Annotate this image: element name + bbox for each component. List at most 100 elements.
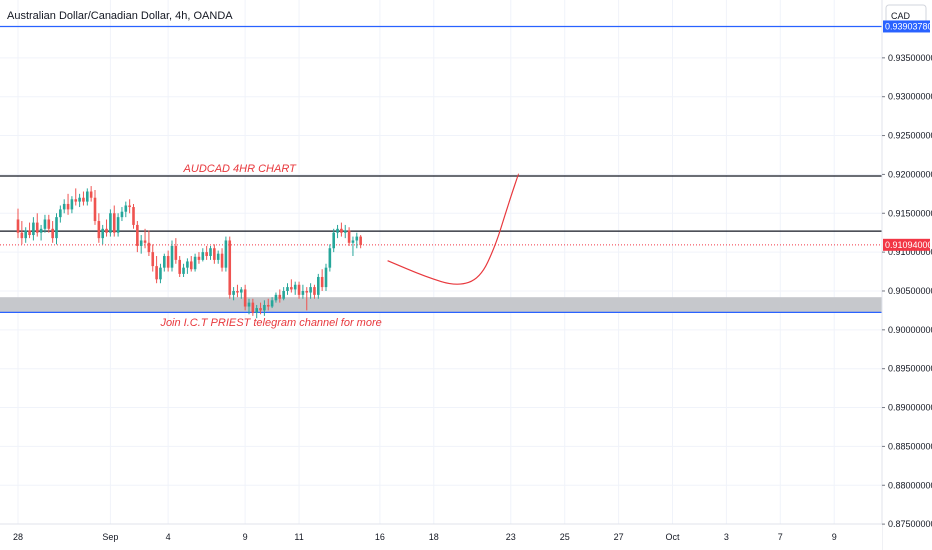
candle [147,230,151,257]
candle [220,248,224,272]
candle [43,214,47,233]
candle-body [305,290,309,293]
candle [97,213,101,243]
y-tick-label: 0.88500000 [888,441,932,451]
candle-body [259,308,262,311]
candle [332,228,335,253]
candle [243,284,247,311]
candle-body [163,256,166,268]
chart-annotation: Join I.C.T PRIEST telegram channel for m… [159,317,381,329]
candle [47,214,51,233]
candle [51,221,54,243]
candle-body [228,240,232,295]
last-price-tag-label: 0.91094000 [885,240,932,250]
candle [317,273,320,299]
candle [159,263,162,284]
y-tick-label: 0.87500000 [888,519,932,529]
candle-body [62,203,66,210]
candle-body [70,199,74,210]
candle [70,196,74,214]
candle-body [182,267,185,274]
candle [136,221,139,253]
candle [290,279,293,293]
candle-body [166,256,170,268]
candle-body [297,284,301,295]
candle-body [24,230,27,239]
candle-body [266,304,270,307]
candle-body [86,191,89,202]
candle-body [220,253,224,268]
candle [309,283,312,299]
candle-body [178,259,181,274]
candle [82,191,85,206]
candle [355,232,359,249]
candle [213,244,216,264]
candle-body [105,228,108,233]
candle [228,236,232,299]
chart-title: Australian Dollar/Canadian Dollar, 4h, O… [7,10,233,22]
candle [197,252,201,264]
projection-curve [387,173,520,285]
candle-body [66,203,70,210]
candle-body [270,300,274,307]
candle-body [282,290,285,299]
candle-body [193,256,197,270]
candle [35,213,39,237]
candle-body [240,289,243,293]
candle-body [247,302,251,307]
x-tick-label: 25 [560,532,570,542]
candle-body [74,199,78,202]
candle [328,244,332,272]
candle-body [197,256,201,260]
support-zone [0,297,882,313]
candle [255,304,258,319]
candle [259,302,262,315]
candle-body [32,222,35,236]
candle [55,213,58,245]
level-price-tag [883,20,930,33]
candle-body [116,217,120,233]
candle-body [224,240,228,268]
candle-body [51,228,54,239]
y-tick-label: 0.92000000 [888,169,932,179]
candle [39,224,43,241]
x-tick-label: 3 [724,532,729,542]
candle [132,203,135,229]
candle-body [278,294,282,299]
candle-body [16,219,20,233]
candle [236,284,239,298]
candle [16,208,20,239]
candle-body [143,240,147,243]
candle-body [20,232,24,239]
candle [286,283,289,295]
x-tick-label: 27 [614,532,624,542]
candle [278,289,282,303]
candle [66,193,70,215]
candle-body [136,224,139,246]
candle [24,227,27,243]
candle-body [336,228,339,233]
candle-body [359,236,362,246]
y-tick-label: 0.91000000 [888,247,932,257]
chart-grid [0,0,882,525]
x-tick-label: Oct [665,532,680,542]
y-tick-label: 0.88000000 [888,480,932,490]
x-tick-label: 9 [243,532,248,542]
price-axis-bg [882,0,932,550]
candle-body [236,290,239,293]
candle-body [124,205,128,212]
candle [93,189,97,225]
candle [274,292,278,303]
candle-body [328,248,332,268]
candle-body [28,230,31,236]
candle [251,298,255,316]
candle [209,245,212,260]
candle-body [286,287,289,291]
y-tick-label: 0.89500000 [888,364,932,374]
candle-body [186,261,189,268]
candle-body [35,222,39,233]
candle [182,263,185,277]
candle [78,193,81,208]
